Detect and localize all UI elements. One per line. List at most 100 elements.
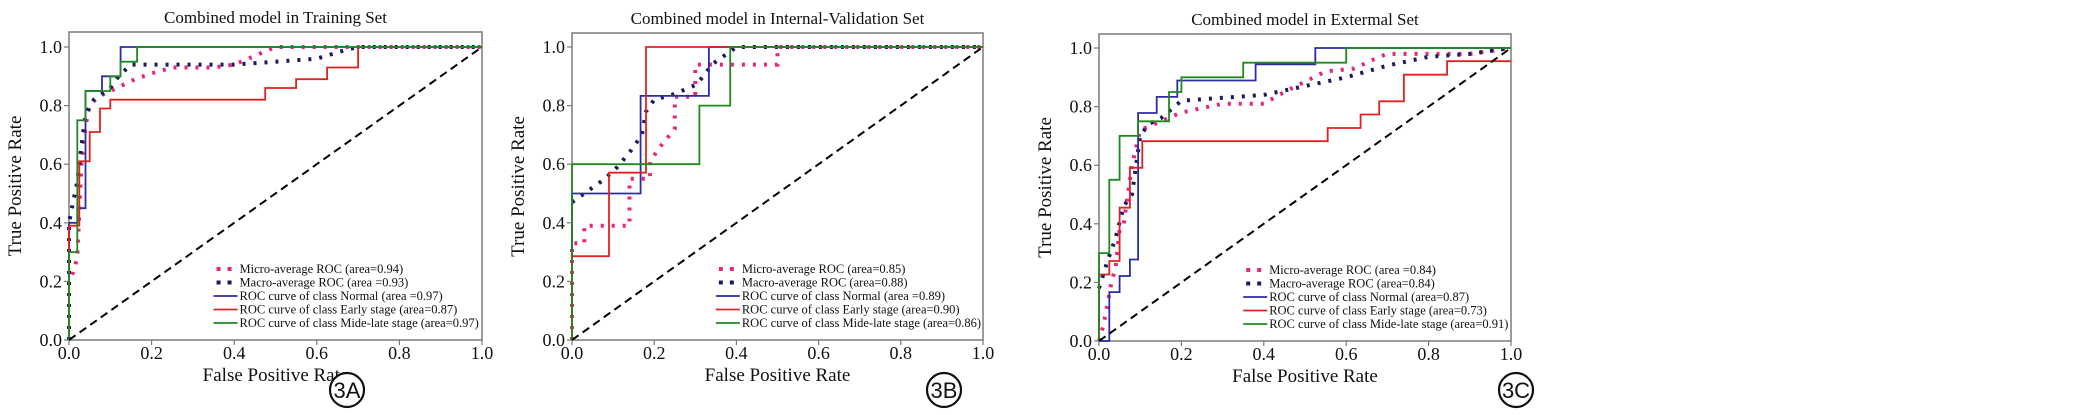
x-tick-label: 0.2 (140, 343, 163, 363)
y-tick-label: 1.0 (40, 37, 63, 57)
x-tick-label: 0.6 (1335, 344, 1358, 364)
roc-line-series-3 (68, 46, 482, 340)
legend-label: Macro-average ROC (area=0.84) (1269, 277, 1435, 291)
y-tick-label: 0.0 (40, 330, 63, 350)
x-axis-label: False Positive Rate (705, 365, 851, 386)
y-tick-label: 0.4 (40, 213, 63, 233)
legend-item: ROC curve of class Early stage (area=0.9… (715, 303, 960, 317)
legend-label: ROC curve of class Normal (area =0.89) (742, 289, 945, 303)
legend-item: ROC curve of class Mide-late stage (area… (1243, 317, 1508, 331)
legend: Micro-average ROC (area=0.94)Macro-avera… (213, 262, 479, 330)
legend-label: Macro-average ROC (area =0.93) (240, 276, 409, 290)
x-tick-label: 0.4 (223, 343, 246, 363)
legend-item: Micro-average ROC (area=0.94) (216, 262, 404, 276)
y-tick-label: 1.0 (543, 37, 566, 57)
chart-title: Combined model in Extermal Set (1191, 10, 1419, 29)
plot-frame (68, 31, 483, 341)
panel-label-circle (1497, 371, 1535, 409)
panel-label-text: 3C (1502, 378, 1530, 403)
legend-label: Micro-average ROC (area=0.94) (240, 262, 404, 276)
y-tick-label: 0.6 (1070, 155, 1093, 175)
y-tick-label: 0.2 (1070, 272, 1093, 292)
x-tick-label: 0.4 (1253, 344, 1276, 364)
roc-panel-3b: Combined model in Internal-Validation Se… (508, 9, 995, 409)
legend-label: ROC curve of class Early stage (area=0.7… (1269, 304, 1487, 318)
roc-line-series-3 (1098, 60, 1511, 341)
y-tick-label: 0.4 (1070, 214, 1093, 234)
legend-label: Macro-average ROC (area=0.88) (742, 276, 908, 290)
legend-label: ROC curve of class Mide-late stage (area… (240, 316, 479, 330)
roc-panel-3c: Combined model in Extermal Set 0.00.0 0.2 0… (1035, 10, 1535, 409)
series-group (570, 45, 984, 341)
x-tick-label: 1.0 (1500, 344, 1523, 364)
y-tick-label: 1.0 (1070, 38, 1093, 58)
x-tick-label: 0.0 (561, 343, 584, 363)
roc-line-series-1 (1097, 46, 1512, 289)
y-tick-label: 0.0 (543, 330, 566, 350)
plot-frame (1098, 33, 1512, 342)
x-tick-label: 1.0 (471, 343, 494, 363)
series-group (1097, 46, 1512, 342)
legend-item: Macro-average ROC (area=0.88) (718, 276, 908, 290)
panel-label-circle (328, 371, 366, 409)
series-group (67, 45, 483, 341)
legend-label: ROC curve of class Normal (area=0.87) (1269, 290, 1469, 304)
panel-label-text: 3B (931, 378, 958, 403)
roc-line-series-2 (1099, 47, 1511, 342)
chart-title: Combined model in Internal-Validation Se… (631, 9, 925, 28)
x-tick-label: 1.0 (972, 343, 995, 363)
y-tick-label: 0.4 (543, 213, 566, 233)
roc-line-chance (1098, 47, 1512, 342)
legend-label: ROC curve of class Early stage (area=0.9… (742, 303, 960, 317)
legend-label: ROC curve of class Mide-late stage (area… (1269, 317, 1508, 331)
x-tick-label: 0.8 (1417, 344, 1440, 364)
y-axis-label: True Positive Rate (5, 116, 26, 257)
legend-item: ROC curve of class Mide-late stage (area… (213, 316, 479, 330)
legend-label: ROC curve of class Normal (area =0.97) (240, 289, 443, 303)
panel-label: 3B (925, 371, 963, 409)
x-tick-label: 0.6 (807, 343, 830, 363)
chart-title: Combined model in Training Set (164, 8, 387, 27)
legend-item: ROC curve of class Early stage (area=0.8… (213, 303, 458, 317)
x-tick-label: 0.8 (890, 343, 913, 363)
y-tick-label: 0.2 (543, 271, 566, 291)
roc-line-series-4 (68, 46, 482, 340)
panel-label: 3C (1497, 371, 1535, 409)
x-tick-label: 0.2 (643, 343, 666, 363)
y-tick-label: 0.8 (1070, 97, 1093, 117)
x-tick-label: 0.4 (725, 343, 748, 363)
y-axis-label: True Positive Rate (1035, 117, 1056, 258)
y-tick-label: 0.0 (1070, 331, 1093, 351)
legend-label: Micro-average ROC (area=0.85) (742, 262, 906, 276)
roc-line-chance (68, 46, 483, 341)
x-tick-label: 0.0 (58, 343, 81, 363)
y-tick-label: 0.8 (40, 96, 63, 116)
legend-item: Macro-average ROC (area=0.84) (1246, 277, 1435, 291)
legend: Micro-average ROC (area =0.84)Macro-aver… (1243, 263, 1508, 331)
roc-line-series-4 (1098, 47, 1511, 341)
panel-label-circle (925, 371, 963, 409)
legend-item: ROC curve of class Normal (area =0.89) (715, 289, 945, 303)
legend-label: ROC curve of class Mide-late stage (area… (742, 316, 981, 330)
legend-item: ROC curve of class Early stage (area=0.7… (1243, 304, 1487, 318)
legend: Micro-average ROC (area=0.85)Macro-avera… (715, 262, 981, 330)
y-tick-label: 0.2 (40, 271, 63, 291)
legend-item: Micro-average ROC (area =0.84) (1246, 263, 1436, 277)
x-tick-label: 0.0 (1088, 344, 1111, 364)
legend-item: ROC curve of class Normal (area =0.97) (213, 289, 443, 303)
y-tick-label: 0.8 (543, 96, 566, 116)
y-tick-label: 0.6 (40, 154, 63, 174)
legend-label: Micro-average ROC (area =0.84) (1269, 263, 1436, 277)
legend-item: Macro-average ROC (area =0.93) (216, 276, 409, 290)
x-axis-label: False Positive Rate (1232, 366, 1378, 387)
legend-item: Micro-average ROC (area=0.85) (718, 262, 906, 276)
x-tick-label: 0.8 (388, 343, 411, 363)
legend-label: ROC curve of class Early stage (area=0.8… (240, 303, 458, 317)
x-tick-label: 0.6 (306, 343, 329, 363)
legend-item: ROC curve of class Normal (area=0.87) (1243, 290, 1469, 304)
roc-panel-3a: Combined model in Training Set 0.00.0 0.2 0… (5, 8, 494, 409)
x-axis-label: False Positive Rate (203, 365, 349, 386)
y-axis-label: True Positive Rate (508, 116, 529, 257)
panel-label: 3A (328, 371, 366, 409)
